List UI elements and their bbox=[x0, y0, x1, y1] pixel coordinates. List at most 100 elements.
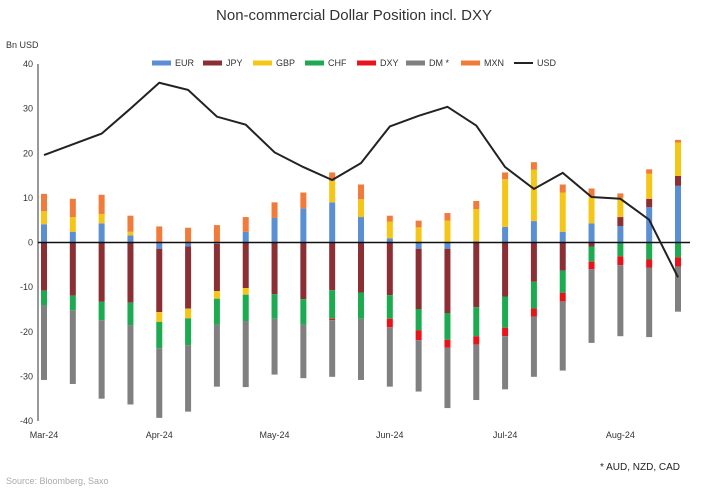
bar-segment-chf bbox=[69, 295, 76, 311]
bar-segment-chf bbox=[329, 290, 336, 319]
legend-label: JPY bbox=[226, 58, 243, 68]
bar-segment-mxn bbox=[415, 220, 422, 228]
bar-segment-dm bbox=[300, 324, 307, 379]
bar-segment-jpy bbox=[358, 242, 364, 293]
legend-swatch bbox=[514, 62, 533, 64]
bar-segment-jpy bbox=[41, 242, 47, 291]
bar-segment-gbp bbox=[185, 308, 192, 319]
y-axis: 40 30 20 10 0 -10 -20 -30 -40 bbox=[20, 59, 39, 426]
source-note: Source: Bloomberg, Saxo bbox=[6, 476, 109, 486]
bar-segment-chf bbox=[386, 295, 393, 319]
bar-segment-chf bbox=[588, 246, 595, 262]
legend-label: CHF bbox=[328, 58, 347, 68]
bar-segment-eur bbox=[242, 231, 249, 243]
x-tick-label: Aug-24 bbox=[606, 430, 635, 440]
bar-segment-mxn bbox=[444, 213, 451, 221]
bar-segment-mxn bbox=[41, 193, 47, 212]
bar-segment-mxn bbox=[300, 192, 307, 209]
legend-swatch bbox=[253, 60, 272, 66]
bar-segment-gbp bbox=[329, 180, 336, 203]
bar-segment-chf bbox=[415, 308, 422, 331]
bar-segment-eur bbox=[358, 217, 364, 243]
x-tick-label: Jun-24 bbox=[376, 430, 404, 440]
bar-segment-dm bbox=[502, 336, 509, 390]
bar-segment-chf bbox=[646, 242, 653, 260]
bar-segment-gbp bbox=[415, 227, 422, 243]
bar-segment-chf bbox=[242, 294, 249, 322]
bar-segment-dm bbox=[358, 318, 364, 380]
bar-segment-eur bbox=[127, 235, 134, 243]
legend-label: EUR bbox=[175, 58, 195, 68]
bar-segment-jpy bbox=[98, 242, 105, 302]
bar-segment-chf bbox=[213, 298, 220, 325]
bar-segment-chf bbox=[444, 313, 451, 340]
legend-swatch bbox=[461, 60, 480, 66]
bar-segment-gbp bbox=[98, 213, 105, 224]
bar-segment-eur bbox=[502, 226, 509, 243]
bar-segment-dm bbox=[98, 320, 105, 399]
bar-segment-eur bbox=[156, 242, 163, 249]
bar-segment-mxn bbox=[98, 194, 105, 214]
bar-segment-eur bbox=[559, 231, 566, 243]
bar-segment-chf bbox=[127, 302, 134, 326]
bar-segment-jpy bbox=[213, 243, 220, 292]
bar-segment-dm bbox=[415, 340, 422, 392]
bar-segment-jpy bbox=[588, 242, 595, 247]
bar-segment-chf bbox=[41, 290, 47, 306]
bar-segment-mxn bbox=[559, 184, 566, 193]
bar-segment-chf bbox=[559, 270, 566, 293]
bar-segment-chf bbox=[530, 281, 537, 309]
bar-segment-mxn bbox=[127, 215, 134, 232]
bar-segment-dxy bbox=[588, 261, 595, 270]
bar-segment-gbp bbox=[213, 291, 220, 299]
bar-segment-jpy bbox=[502, 242, 509, 297]
bar-segment-dxy bbox=[617, 256, 624, 266]
bar-segment-gbp bbox=[386, 221, 393, 239]
bar-segment-jpy bbox=[530, 242, 537, 282]
y-tick-label: -20 bbox=[20, 327, 33, 337]
bar-segment-eur bbox=[588, 223, 595, 243]
bar-segment-dxy bbox=[675, 257, 681, 267]
bar-segment-mxn bbox=[502, 172, 509, 180]
bar-segment-dm bbox=[156, 348, 163, 418]
bar-segment-mxn bbox=[69, 198, 76, 218]
legend-swatch bbox=[305, 60, 324, 66]
bar-segment-mxn bbox=[588, 188, 595, 197]
bar-segment-dm bbox=[386, 327, 393, 387]
bar-segment-jpy bbox=[444, 248, 451, 314]
bar-segment-jpy bbox=[185, 246, 192, 309]
bar-segment-chf bbox=[300, 299, 307, 325]
legend-label: DM * bbox=[429, 58, 449, 68]
bar-segment-jpy bbox=[300, 242, 307, 300]
y-tick-label: -30 bbox=[20, 371, 33, 381]
legend-label: MXN bbox=[484, 58, 504, 68]
bar-segment-gbp bbox=[473, 209, 480, 242]
bar-segment-eur bbox=[300, 208, 307, 243]
bar-segment-jpy bbox=[646, 198, 653, 208]
footnote: * AUD, NZD, CAD bbox=[600, 462, 680, 473]
bar-segment-jpy bbox=[69, 242, 76, 296]
bar-segment-gbp bbox=[444, 220, 451, 243]
bar-segment-jpy bbox=[473, 242, 480, 308]
bar-segment-mxn bbox=[617, 193, 624, 198]
bar-segment-gbp bbox=[156, 312, 163, 322]
bar-segment-jpy bbox=[242, 242, 249, 289]
bar-segment-gbp bbox=[646, 173, 653, 199]
bar-segment-jpy bbox=[329, 242, 336, 291]
bar-segment-dxy bbox=[502, 327, 509, 337]
bar-segment-dxy bbox=[473, 336, 480, 345]
bar-segment-gbp bbox=[41, 211, 47, 225]
y-tick-label: 20 bbox=[23, 148, 33, 158]
bar-segment-dm bbox=[530, 316, 537, 377]
bar-segment-eur bbox=[98, 223, 105, 243]
bar-segment-jpy bbox=[127, 242, 134, 303]
bar-segment-dm bbox=[242, 321, 249, 388]
legend-label: USD bbox=[537, 58, 557, 68]
bar-segment-dm bbox=[646, 267, 653, 338]
bar-segment-chf bbox=[675, 242, 681, 258]
bar-segment-dxy bbox=[646, 259, 653, 268]
legend-label: GBP bbox=[276, 58, 295, 68]
bar-segment-mxn bbox=[675, 139, 681, 143]
x-tick-label: Apr-24 bbox=[146, 430, 173, 440]
bar-segment-eur bbox=[329, 202, 336, 243]
